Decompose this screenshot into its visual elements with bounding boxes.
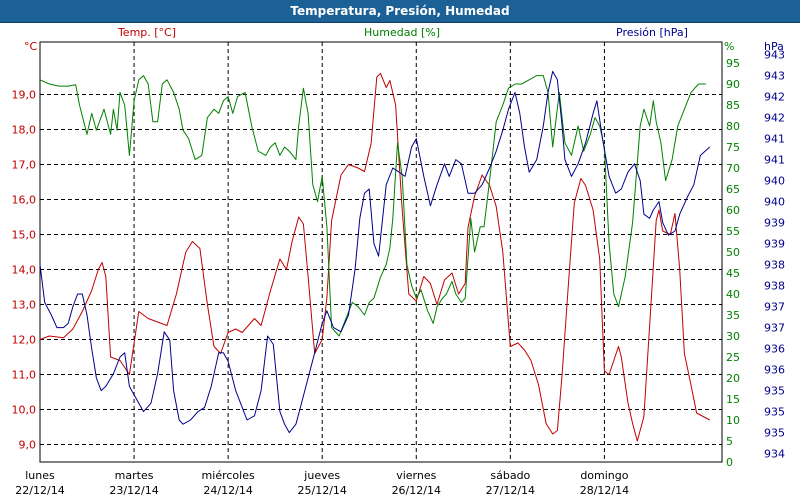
temp-tick-label: 10,0 bbox=[12, 404, 37, 417]
pres-tick-label: 942 bbox=[764, 112, 785, 125]
pres-tick-label: 938 bbox=[764, 259, 785, 272]
pres-tick-label: 937 bbox=[764, 322, 785, 335]
temp-tick-label: 11,0 bbox=[12, 369, 37, 382]
hum-tick-label: 15 bbox=[726, 393, 740, 406]
hum-tick-label: 55 bbox=[726, 225, 740, 238]
x-tick-date: 27/12/14 bbox=[486, 484, 535, 497]
pres-tick-label: 936 bbox=[764, 343, 785, 356]
pres-tick-label: 935 bbox=[764, 385, 785, 398]
temp-tick-label: 9,0 bbox=[19, 439, 37, 452]
hum-tick-label: 95 bbox=[726, 57, 740, 70]
hum-tick-label: 10 bbox=[726, 414, 740, 427]
chart-title: Temperatura, Presión, Humedad bbox=[290, 4, 510, 18]
x-tick-date: 28/12/14 bbox=[580, 484, 629, 497]
series-line-hum bbox=[39, 75, 706, 337]
hum-tick-label: 30 bbox=[726, 330, 740, 343]
pres-tick-label: 940 bbox=[764, 196, 785, 209]
pres-tick-label: 939 bbox=[764, 217, 785, 230]
temp-tick-label: 13,0 bbox=[12, 299, 37, 312]
pres-tick-label: 939 bbox=[764, 238, 785, 251]
temp-tick-label: 14,0 bbox=[12, 264, 37, 277]
hum-tick-label: 80 bbox=[726, 120, 740, 133]
pres-tick-label: 938 bbox=[764, 280, 785, 293]
pres-tick-label: 941 bbox=[764, 133, 785, 146]
pres-tick-label: 935 bbox=[764, 427, 785, 440]
pres-tick-label: 942 bbox=[764, 91, 785, 104]
temp-unit-label: °C bbox=[24, 40, 38, 53]
hum-tick-label: 0 bbox=[726, 456, 733, 469]
x-tick-date: 24/12/14 bbox=[203, 484, 252, 497]
temp-tick-label: 17,0 bbox=[12, 159, 37, 172]
hum-series-label: Humedad [%] bbox=[364, 26, 440, 39]
pres-tick-label: 936 bbox=[764, 364, 785, 377]
pres-tick-label: 935 bbox=[764, 406, 785, 419]
hum-unit-label: % bbox=[724, 40, 734, 53]
hum-tick-label: 20 bbox=[726, 372, 740, 385]
hum-tick-label: 70 bbox=[726, 162, 740, 175]
x-tick-day: sábado bbox=[490, 469, 530, 482]
hum-tick-label: 5 bbox=[726, 435, 733, 448]
axis-labels: 9,0 10,0 11,0 12,0 13,0 14,0 15,0 16,0 17,0 18,0 1… bbox=[12, 26, 786, 497]
x-tick-day: lunes bbox=[25, 469, 55, 482]
title-bar: Temperatura, Presión, Humedad bbox=[0, 0, 800, 23]
series-line-temp bbox=[39, 73, 711, 442]
hum-tick-label: 60 bbox=[726, 204, 740, 217]
hum-tick-label: 45 bbox=[726, 267, 740, 280]
x-tick-day: martes bbox=[115, 469, 154, 482]
x-tick-day: viernes bbox=[396, 469, 436, 482]
x-tick-day: domingo bbox=[580, 469, 628, 482]
x-tick-date: 23/12/14 bbox=[109, 484, 158, 497]
hum-tick-label: 35 bbox=[726, 309, 740, 322]
hum-tick-label: 85 bbox=[726, 99, 740, 112]
hum-tick-label: 25 bbox=[726, 351, 740, 364]
pres-series-label: Presión [hPa] bbox=[616, 26, 688, 39]
temp-tick-label: 12,0 bbox=[12, 334, 37, 347]
hum-tick-label: 50 bbox=[726, 246, 740, 259]
temp-series-label: Temp. [°C] bbox=[117, 26, 176, 39]
temp-tick-label: 16,0 bbox=[12, 194, 37, 207]
series-line-pres bbox=[39, 70, 711, 434]
pres-tick-label: 943 bbox=[764, 70, 785, 83]
plot-area bbox=[39, 41, 723, 463]
pres-tick-label: 937 bbox=[764, 301, 785, 314]
pres-tick-label: 941 bbox=[764, 154, 785, 167]
hum-tick-label: 40 bbox=[726, 288, 740, 301]
pres-tick-label: 940 bbox=[764, 175, 785, 188]
pres-tick-label: 943 bbox=[764, 49, 785, 62]
x-tick-day: jueves bbox=[303, 469, 340, 482]
x-tick-date: 25/12/14 bbox=[298, 484, 347, 497]
hum-tick-label: 75 bbox=[726, 141, 740, 154]
temp-tick-label: 15,0 bbox=[12, 229, 37, 242]
temp-tick-label: 18,0 bbox=[12, 124, 37, 137]
x-tick-day: miércoles bbox=[202, 469, 255, 482]
temp-tick-label: 19,0 bbox=[12, 89, 37, 102]
x-tick-date: 22/12/14 bbox=[15, 484, 64, 497]
hum-tick-label: 65 bbox=[726, 183, 740, 196]
pres-unit-label: hPa bbox=[764, 40, 784, 53]
x-tick-date: 26/12/14 bbox=[392, 484, 441, 497]
series-layer bbox=[39, 70, 711, 442]
hum-tick-label: 90 bbox=[726, 78, 740, 91]
pres-tick-label: 934 bbox=[764, 448, 785, 461]
